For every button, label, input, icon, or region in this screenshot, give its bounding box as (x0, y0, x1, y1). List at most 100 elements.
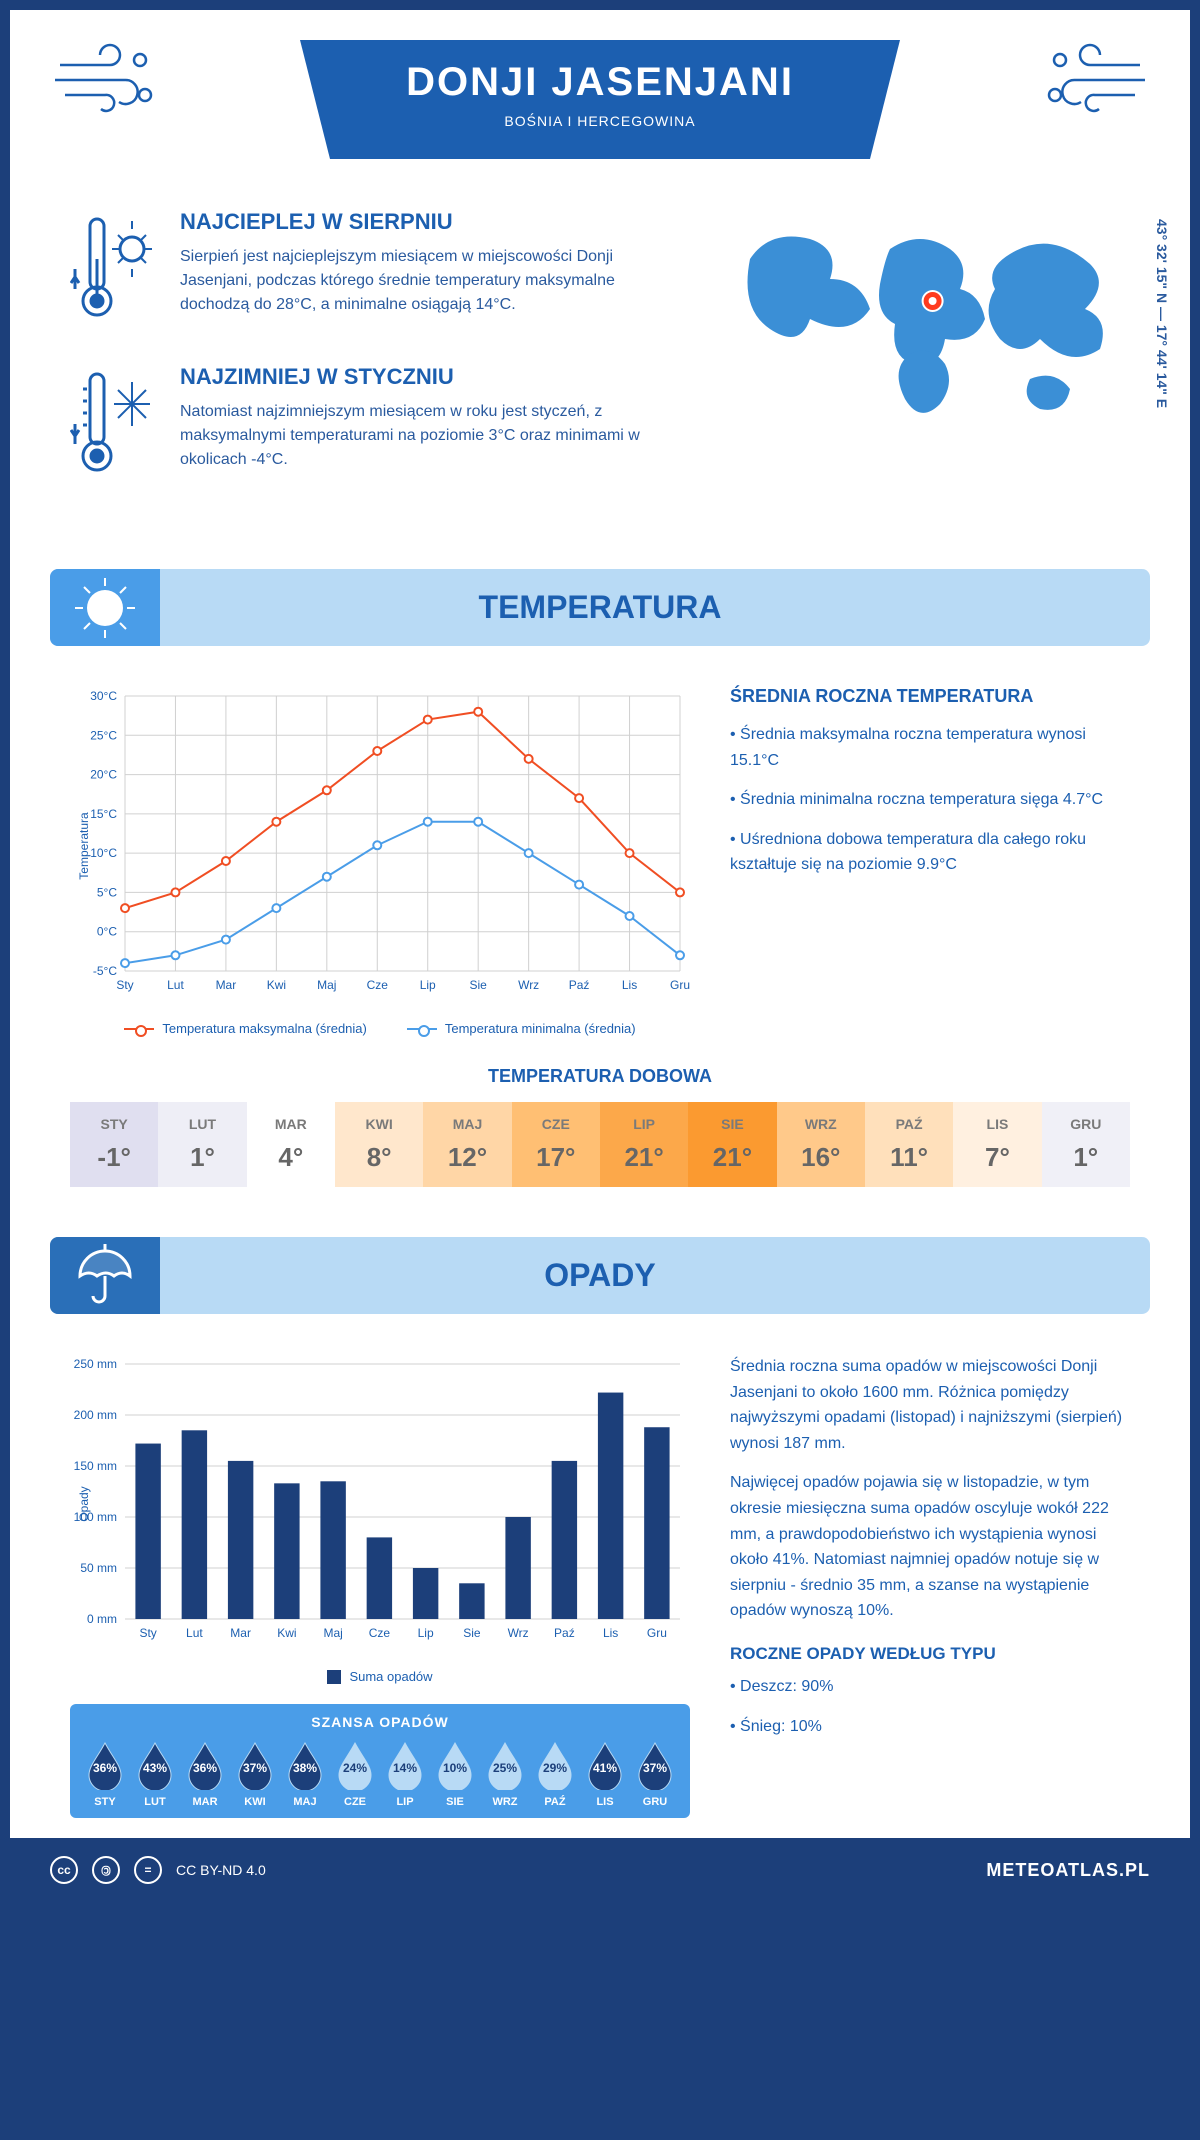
hot-body: Sierpień jest najcieplejszym miesiącem w… (180, 245, 670, 317)
chance-value: 43% (143, 1761, 167, 1775)
chance-cell: 37% KWI (230, 1740, 280, 1808)
chance-cell: 29% PAŹ (530, 1740, 580, 1808)
legend-max: Temperatura maksymalna (średnia) (162, 1021, 366, 1036)
drop-icon: 29% (535, 1740, 575, 1790)
month-label: GRU (1046, 1116, 1126, 1132)
drop-icon: 10% (435, 1740, 475, 1790)
svg-text:200 mm: 200 mm (74, 1408, 117, 1422)
daily-cell: LIP 21° (600, 1102, 688, 1187)
license-label: CC BY-ND 4.0 (176, 1862, 266, 1878)
drop-icon: 25% (485, 1740, 525, 1790)
chance-cell: 37% GRU (630, 1740, 680, 1808)
month-label: PAŹ (530, 1796, 580, 1808)
svg-text:Cze: Cze (367, 978, 389, 992)
hot-title: NAJCIEPLEJ W SIERPNIU (180, 209, 670, 235)
drop-icon: 37% (635, 1740, 675, 1790)
cold-summary: NAJZIMNIEJ W STYCZNIU Natomiast najzimni… (70, 364, 670, 489)
month-label: LIS (957, 1116, 1037, 1132)
svg-text:50 mm: 50 mm (80, 1561, 117, 1575)
by-icon: 🄯 (92, 1856, 120, 1884)
svg-text:Sty: Sty (139, 1626, 156, 1640)
precip-chance-band: SZANSA OPADÓW 36% STY 43% LUT 36% MAR 37… (70, 1704, 690, 1818)
svg-text:Opady: Opady (77, 1486, 91, 1521)
sun-icon (50, 569, 160, 646)
footer: cc 🄯 = CC BY-ND 4.0 METEOATLAS.PL (10, 1838, 1190, 1902)
thermometer-cold-icon (70, 364, 160, 489)
month-label: STY (74, 1116, 154, 1132)
month-label: CZE (516, 1116, 596, 1132)
chance-cell: 25% WRZ (480, 1740, 530, 1808)
summary-item: • Średnia minimalna roczna temperatura s… (730, 787, 1130, 813)
chance-value: 24% (343, 1761, 367, 1775)
section-header-precip: OPADY (50, 1237, 1150, 1314)
chance-value: 41% (593, 1761, 617, 1775)
month-label: SIE (692, 1116, 772, 1132)
drop-icon: 24% (335, 1740, 375, 1790)
title-banner: DONJI JASENJANI BOŚNIA I HERCEGOWINA (300, 40, 900, 159)
temp-value: 17° (516, 1142, 596, 1173)
temp-value: 8° (339, 1142, 419, 1173)
chance-cell: 36% MAR (180, 1740, 230, 1808)
wind-icon (1040, 40, 1150, 125)
month-label: LUT (162, 1116, 242, 1132)
chance-value: 36% (193, 1761, 217, 1775)
svg-text:25°C: 25°C (90, 728, 117, 742)
precip-legend: Suma opadów (70, 1669, 690, 1684)
chance-value: 14% (393, 1761, 417, 1775)
header: DONJI JASENJANI BOŚNIA I HERCEGOWINA (10, 10, 1190, 179)
summary-item: • Średnia maksymalna roczna temperatura … (730, 722, 1130, 773)
svg-text:Temperatura: Temperatura (77, 812, 91, 880)
temperature-chart: -5°C0°C5°C10°C15°C20°C25°C30°CStyLutMarK… (70, 686, 690, 1036)
daily-cell: LUT 1° (158, 1102, 246, 1187)
svg-text:Sty: Sty (116, 978, 133, 992)
daily-cell: MAJ 12° (423, 1102, 511, 1187)
precip-type-item: • Deszcz: 90% (730, 1674, 1130, 1700)
month-label: PAŹ (869, 1116, 949, 1132)
legend-min: Temperatura minimalna (średnia) (445, 1021, 636, 1036)
chance-value: 10% (443, 1761, 467, 1775)
month-label: WRZ (781, 1116, 861, 1132)
umbrella-icon (50, 1237, 160, 1314)
drop-icon: 37% (235, 1740, 275, 1790)
daily-cell: SIE 21° (688, 1102, 776, 1187)
month-label: LUT (130, 1796, 180, 1808)
svg-text:Mar: Mar (216, 978, 237, 992)
chance-value: 37% (643, 1761, 667, 1775)
summary-item: • Uśredniona dobowa temperatura dla całe… (730, 827, 1130, 878)
cold-title: NAJZIMNIEJ W STYCZNIU (180, 364, 670, 390)
hot-summary: NAJCIEPLEJ W SIERPNIU Sierpień jest najc… (70, 209, 670, 334)
drop-icon: 38% (285, 1740, 325, 1790)
page-subtitle: BOŚNIA I HERCEGOWINA (400, 113, 800, 129)
month-label: KWI (230, 1796, 280, 1808)
chance-title: SZANSA OPADÓW (80, 1714, 680, 1730)
svg-text:-5°C: -5°C (93, 964, 117, 978)
temp-value: 16° (781, 1142, 861, 1173)
world-map (710, 209, 1130, 439)
daily-cell: MAR 4° (247, 1102, 335, 1187)
daily-cell: WRZ 16° (777, 1102, 865, 1187)
temp-value: 1° (162, 1142, 242, 1173)
svg-text:Sie: Sie (463, 1626, 481, 1640)
precip-p2: Najwięcej opadów pojawia się w listopadz… (730, 1470, 1130, 1624)
chance-cell: 43% LUT (130, 1740, 180, 1808)
month-label: LIS (580, 1796, 630, 1808)
chance-value: 25% (493, 1761, 517, 1775)
temp-value: 7° (957, 1142, 1037, 1173)
svg-text:0°C: 0°C (97, 925, 117, 939)
thermometer-hot-icon (70, 209, 160, 334)
brand-label: METEOATLAS.PL (986, 1860, 1150, 1881)
precipitation-summary: Średnia roczna suma opadów w miejscowośc… (730, 1354, 1130, 1818)
daily-title: TEMPERATURA DOBOWA (70, 1066, 1130, 1087)
svg-text:30°C: 30°C (90, 689, 117, 703)
svg-text:Mar: Mar (230, 1626, 251, 1640)
month-label: STY (80, 1796, 130, 1808)
svg-text:Kwi: Kwi (267, 978, 286, 992)
temp-value: 21° (692, 1142, 772, 1173)
daily-cell: LIS 7° (953, 1102, 1041, 1187)
month-label: MAR (251, 1116, 331, 1132)
svg-text:Lis: Lis (622, 978, 637, 992)
svg-text:Cze: Cze (369, 1626, 391, 1640)
svg-text:Gru: Gru (647, 1626, 667, 1640)
daily-cell: KWI 8° (335, 1102, 423, 1187)
drop-icon: 36% (185, 1740, 225, 1790)
